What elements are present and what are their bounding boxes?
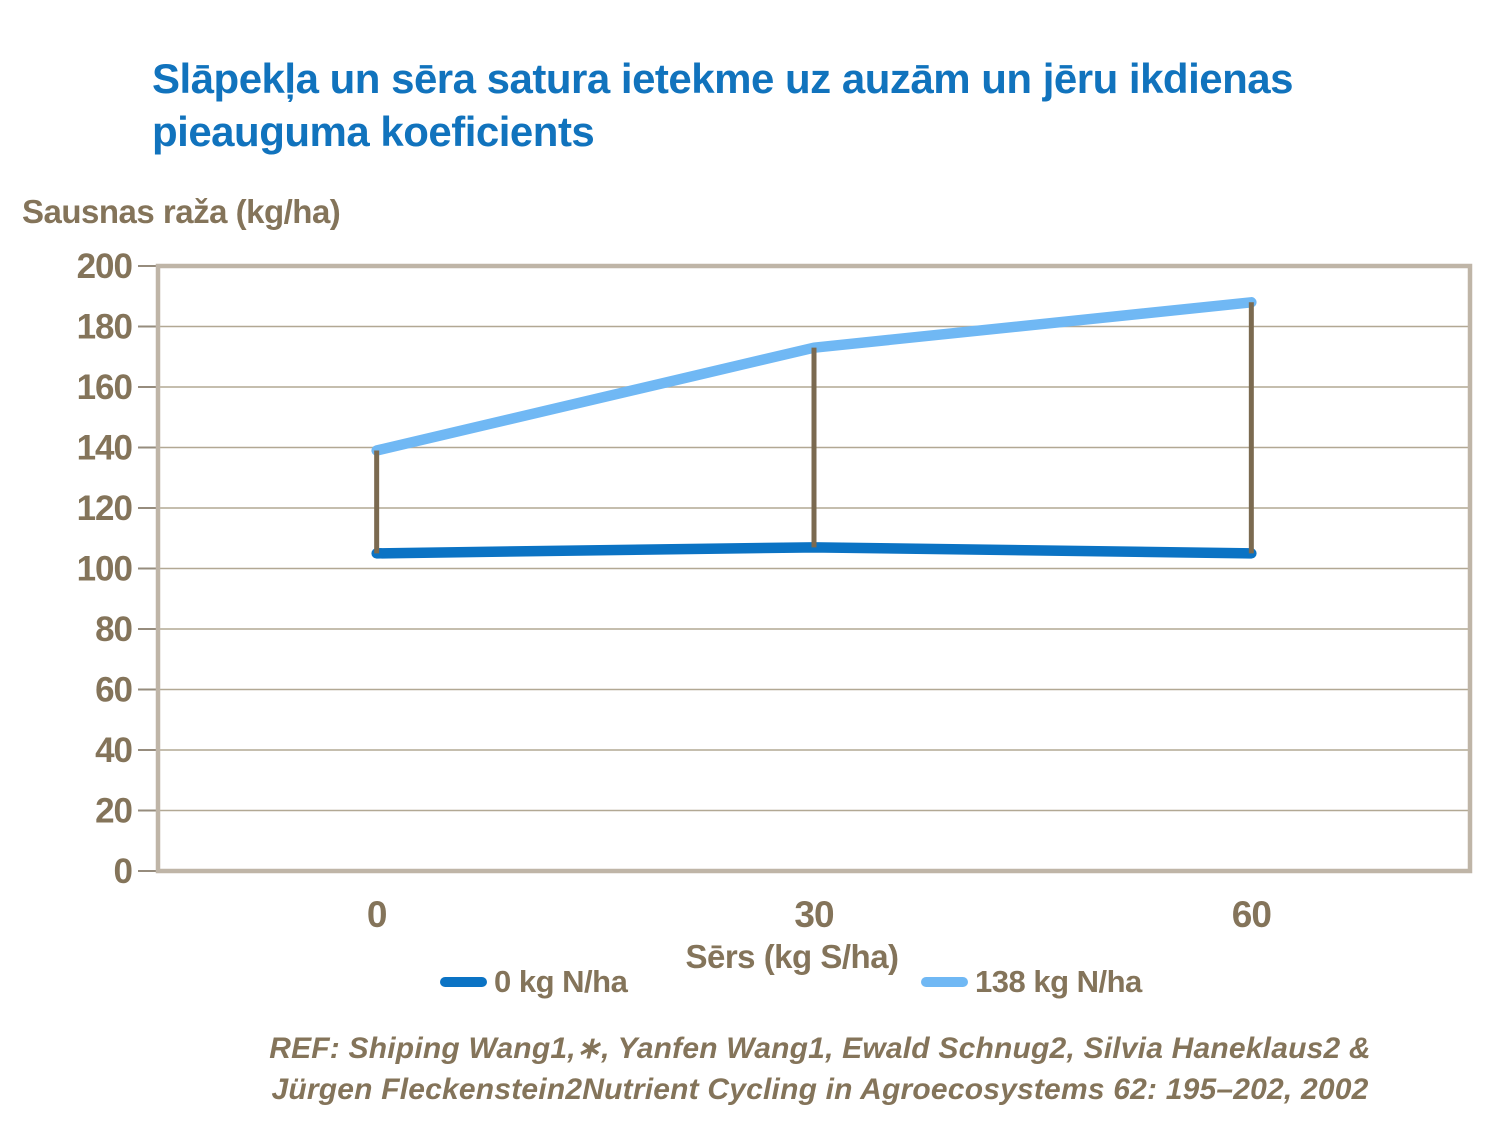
y-axis-label: Sausnas raža (kg/ha) (22, 193, 341, 230)
legend-label: 0 kg N/ha (494, 964, 628, 999)
y-tick-label: 100 (77, 550, 133, 589)
y-tick-label: 180 (77, 308, 133, 347)
y-tick-label: 40 (95, 731, 132, 770)
plot-frame (155, 263, 1473, 874)
x-tick-label: 60 (1232, 894, 1272, 935)
y-tick-label: 0 (114, 852, 133, 891)
y-tick-label: 160 (77, 368, 133, 407)
reference-line: Jürgen Fleckenstein2Nutrient Cycling in … (271, 1073, 1369, 1106)
legend-item-0-kg-n-ha: 0 kg N/ha (440, 963, 628, 1001)
x-tick-label: 30 (794, 894, 834, 935)
y-tick-label: 20 (95, 792, 132, 831)
y-tick-label: 60 (95, 671, 132, 710)
y-tick-label: 200 (77, 247, 133, 286)
legend-marker-dark-blue (440, 977, 487, 987)
legend-item-138-kg-n-ha: 138 kg N/ha (921, 963, 1142, 1001)
y-tick-label: 120 (77, 489, 133, 528)
y-tick-label: 80 (95, 610, 132, 649)
x-axis-label: Sērs (kg S/ha) (685, 938, 899, 975)
legend-marker-light-blue (921, 977, 968, 987)
reference-line: REF: Shiping Wang1,∗, Yanfen Wang1, Ewal… (269, 1032, 1371, 1065)
x-tick-label: 0 (367, 894, 387, 935)
legend-label: 138 kg N/ha (975, 964, 1142, 999)
chart-title: Slāpekļa un sēra satura ietekme uz auzām… (152, 55, 1293, 156)
reference-citation: REF: Shiping Wang1,∗, Yanfen Wang1, Ewal… (150, 1028, 1490, 1110)
y-tick-label: 140 (77, 429, 133, 468)
series-line-0-kg-n-ha (371, 542, 1257, 559)
